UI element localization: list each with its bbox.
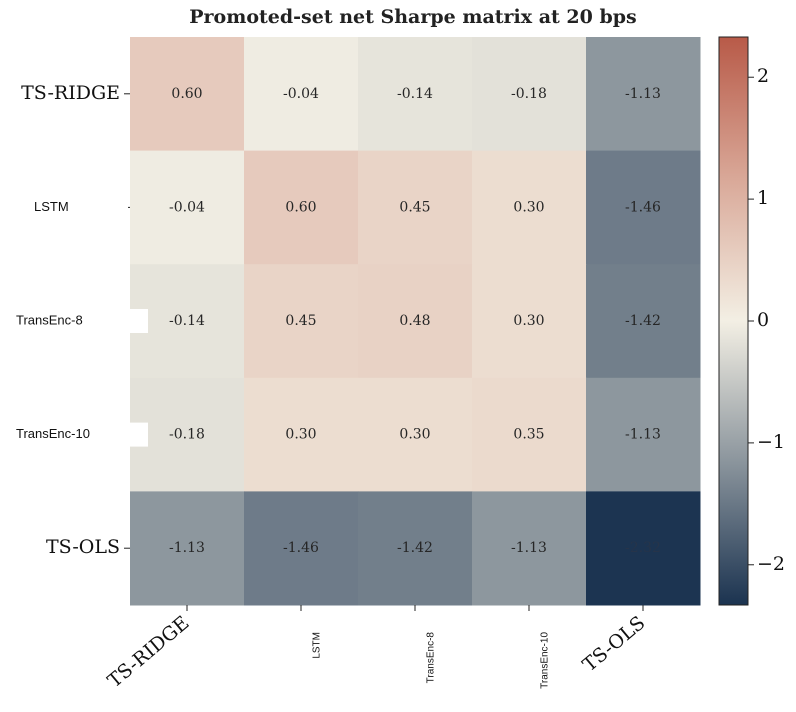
cell-label: -0.14 xyxy=(397,86,433,102)
heatmap-cell xyxy=(472,377,587,492)
cell-label: 0.60 xyxy=(285,199,316,215)
colorbar-tick-label: 1 xyxy=(757,187,769,209)
heatmap-cell xyxy=(472,264,587,379)
heatmap-cell xyxy=(244,150,359,265)
heatmap-cell xyxy=(244,377,359,492)
y-tick-label: TS-RIDGE xyxy=(21,82,120,104)
cell-label: -0.18 xyxy=(169,427,205,443)
colorbar-tick-label: 0 xyxy=(757,309,769,331)
x-tick-label: LSTM xyxy=(312,632,323,659)
label-box xyxy=(10,422,148,447)
heatmap-cell xyxy=(358,491,473,606)
colorbar xyxy=(718,36,749,606)
colorbar-tick-label: 2 xyxy=(757,65,769,87)
heatmap-cell xyxy=(586,264,701,379)
heatmap-cell xyxy=(130,264,245,379)
x-tick-label: TransEnc-8 xyxy=(426,632,437,684)
cell-label: 0.45 xyxy=(285,313,316,329)
heatmap-cell xyxy=(358,264,473,379)
x-tick-label: TS-OLS xyxy=(579,612,650,676)
heatmap-cell xyxy=(586,491,701,606)
heatmap-cell xyxy=(472,491,587,606)
cell-label: 0.30 xyxy=(513,199,544,215)
heatmap-cell xyxy=(586,150,701,265)
cell-label: -1.42 xyxy=(397,540,433,556)
cell-label: -1.13 xyxy=(625,86,661,102)
cell-label: -0.04 xyxy=(169,199,205,215)
heatmap-cell xyxy=(130,491,245,606)
heatmap-cell xyxy=(130,377,245,492)
heatmap-cell xyxy=(358,377,473,492)
heatmap-cell xyxy=(586,377,701,492)
cell-label: -2.32 xyxy=(625,540,661,556)
cell-label: -0.14 xyxy=(169,313,205,329)
colorbar-tick-label: −1 xyxy=(757,431,785,453)
cell-label: 0.48 xyxy=(399,313,430,329)
chart-title: Promoted-set net Sharpe matrix at 20 bps xyxy=(189,6,636,28)
cell-label: -1.46 xyxy=(283,540,319,556)
cell-label: -1.42 xyxy=(625,313,661,329)
colorbar-tick-label: −2 xyxy=(757,553,785,575)
heatmap-cell xyxy=(358,150,473,265)
cell-label: 0.45 xyxy=(399,199,430,215)
y-tick-label: TransEnc-10 xyxy=(16,426,90,441)
heatmap-cell xyxy=(472,37,587,152)
heatmap-cell xyxy=(472,150,587,265)
y-tick-label: TransEnc-8 xyxy=(16,312,83,327)
heatmap-cell xyxy=(130,150,245,265)
label-box xyxy=(10,195,128,220)
cell-label: 0.30 xyxy=(285,427,316,443)
heatmap-cell xyxy=(358,37,473,152)
cell-label: 0.30 xyxy=(513,313,544,329)
label-box xyxy=(10,309,148,333)
cell-label: 0.35 xyxy=(513,427,544,443)
cell-label: -0.04 xyxy=(283,86,319,102)
cell-label: -1.13 xyxy=(511,540,547,556)
cell-label: -1.13 xyxy=(169,540,205,556)
cell-label: -1.13 xyxy=(625,427,661,443)
cell-label: 0.30 xyxy=(399,427,430,443)
heatmap-cell xyxy=(244,491,359,606)
cell-label: -1.46 xyxy=(625,199,661,215)
cell-label: -0.18 xyxy=(511,86,547,102)
y-tick-label: LSTM xyxy=(34,199,69,214)
heatmap-cell xyxy=(586,37,701,152)
x-tick-label: TS-RIDGE xyxy=(104,612,194,692)
x-tick-label: TransEnc-10 xyxy=(540,632,551,689)
cell-label: 0.60 xyxy=(171,86,202,102)
y-tick-label: TS-OLS xyxy=(46,536,120,558)
heatmap-cell xyxy=(130,37,245,152)
heatmap-cell xyxy=(244,264,359,379)
heatmap-cell xyxy=(244,37,359,152)
